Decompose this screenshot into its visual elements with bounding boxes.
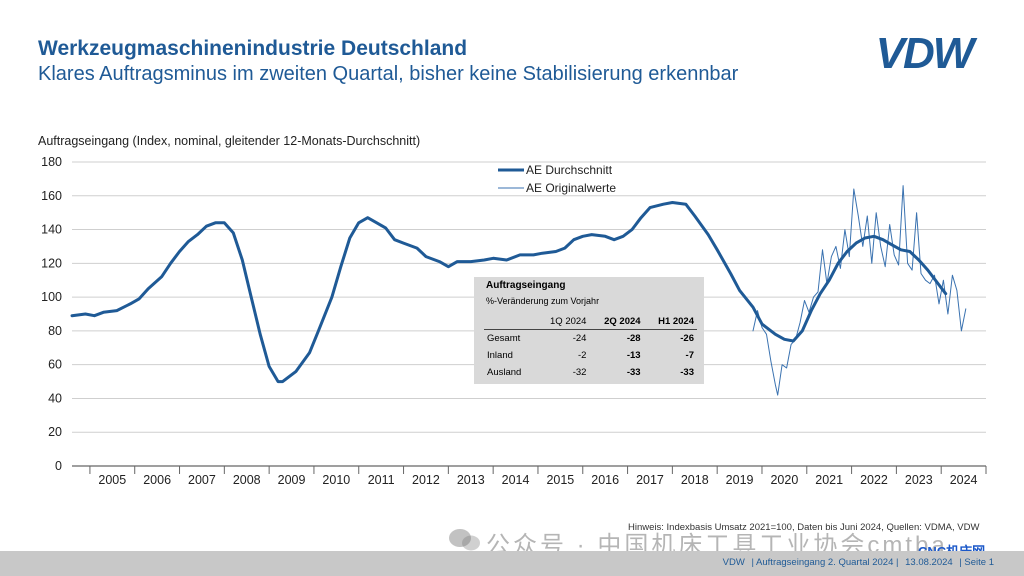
row-label: Inland (487, 350, 513, 361)
table-title: Auftragseingang (486, 280, 566, 291)
x-tick-label: 2009 (278, 473, 306, 487)
table-header-col: 2Q 2024 (589, 314, 644, 330)
x-tick-label: 2021 (815, 473, 843, 487)
table-cell: -28 (626, 333, 641, 344)
table-row: Ausland -32 -33 -33 (484, 364, 697, 381)
y-tick-label: 160 (41, 189, 62, 203)
y-tick-label: 80 (48, 324, 62, 338)
y-axis-ticks: 0 20 40 60 80 100 120 140 160 180 (41, 155, 62, 473)
x-tick-label: 2016 (591, 473, 619, 487)
table-cell: -33 (680, 367, 694, 378)
y-tick-label: 0 (55, 459, 62, 473)
y-tick-label: 40 (48, 391, 62, 405)
x-tick-label: 2020 (770, 473, 798, 487)
x-tick-label: 2019 (726, 473, 754, 487)
table-cell: -13 (626, 350, 641, 361)
row-label: Ausland (487, 367, 522, 378)
y-tick-label: 180 (41, 155, 62, 169)
y-tick-label: 20 (48, 425, 62, 439)
series-line (752, 185, 967, 396)
x-tick-label: 2008 (233, 473, 261, 487)
table-header-row: 1Q 2024 2Q 2024 H1 2024 (484, 314, 697, 330)
orders-table: 1Q 2024 2Q 2024 H1 2024 Gesamt -24 -28 -… (484, 314, 697, 381)
table-cell: -24 (572, 333, 587, 344)
x-tick-label: 2005 (98, 473, 126, 487)
x-tick-label: 2024 (950, 473, 978, 487)
x-tick-label: 2013 (457, 473, 485, 487)
table-cell: -26 (680, 333, 694, 344)
x-tick-label: 2023 (905, 473, 933, 487)
x-tick-label: 2022 (860, 473, 888, 487)
table-header-col: 1Q 2024 (535, 314, 590, 330)
page-title: Werkzeugmaschinenindustrie Deutschland (38, 37, 468, 60)
footer-bar: VDW | Auftragseingang 2. Quartal 2024 | … (0, 551, 1024, 576)
x-tick-label: 2007 (188, 473, 216, 487)
y-axis-label: Auftragseingang (Index, nominal, gleiten… (38, 134, 421, 148)
x-tick-label: 2011 (368, 473, 395, 487)
row-label: Gesamt (487, 333, 521, 344)
footer-text: VDW | Auftragseingang 2. Quartal 2024 | … (719, 557, 994, 568)
x-tick-label: 2017 (636, 473, 664, 487)
x-tick-label: 2014 (502, 473, 530, 487)
series-line (70, 201, 948, 384)
table-cell: -32 (572, 367, 587, 378)
table-header-blank (484, 314, 536, 330)
table-cell: -7 (685, 350, 694, 361)
orders-table-box: Auftragseingang %-Veränderung zum Vorjah… (474, 277, 704, 384)
table-subtitle: %-Veränderung zum Vorjahr (486, 296, 600, 306)
page-subtitle: Klares Auftragsminus im zweiten Quartal,… (38, 63, 739, 85)
y-tick-label: 140 (41, 223, 62, 237)
source-note: Hinweis: Indexbasis Umsatz 2021=100, Dat… (628, 522, 980, 533)
svg-text:VDW: VDW (876, 29, 978, 76)
table-row: Gesamt -24 -28 -26 (484, 330, 697, 348)
legend-label: AE Durchschnitt (526, 163, 613, 177)
table-cell: -2 (578, 350, 587, 361)
y-tick-label: 120 (41, 256, 62, 270)
table-row: Inland -2 -13 -7 (484, 347, 697, 364)
x-tick-label: 2015 (546, 473, 574, 487)
chart-legend: AE Durchschnitt AE Originalwerte (498, 163, 616, 195)
footer-report: | Auftragseingang 2. Quartal 2024 | (751, 557, 899, 568)
wechat-icon (449, 529, 480, 551)
legend-label: AE Originalwerte (526, 181, 616, 195)
table-cell: -33 (626, 367, 641, 378)
vdw-logo: VDW (876, 29, 980, 76)
footer-date: 13.08.2024 (905, 557, 953, 568)
x-tick-label: 2006 (143, 473, 171, 487)
x-tick-label: 2012 (412, 473, 440, 487)
x-tick-label: 2010 (322, 473, 350, 487)
table-header-col: H1 2024 (643, 314, 697, 330)
footer-page: | Seite 1 (959, 557, 994, 568)
x-axis-ticks: 2005 2006 2007 2008 2009 2010 2011 2012 2013 2014… (89, 466, 987, 487)
y-tick-label: 60 (48, 358, 62, 372)
footer-org: VDW (722, 557, 745, 568)
chart-series (70, 185, 967, 396)
y-tick-label: 100 (41, 290, 62, 304)
x-tick-label: 2018 (681, 473, 709, 487)
